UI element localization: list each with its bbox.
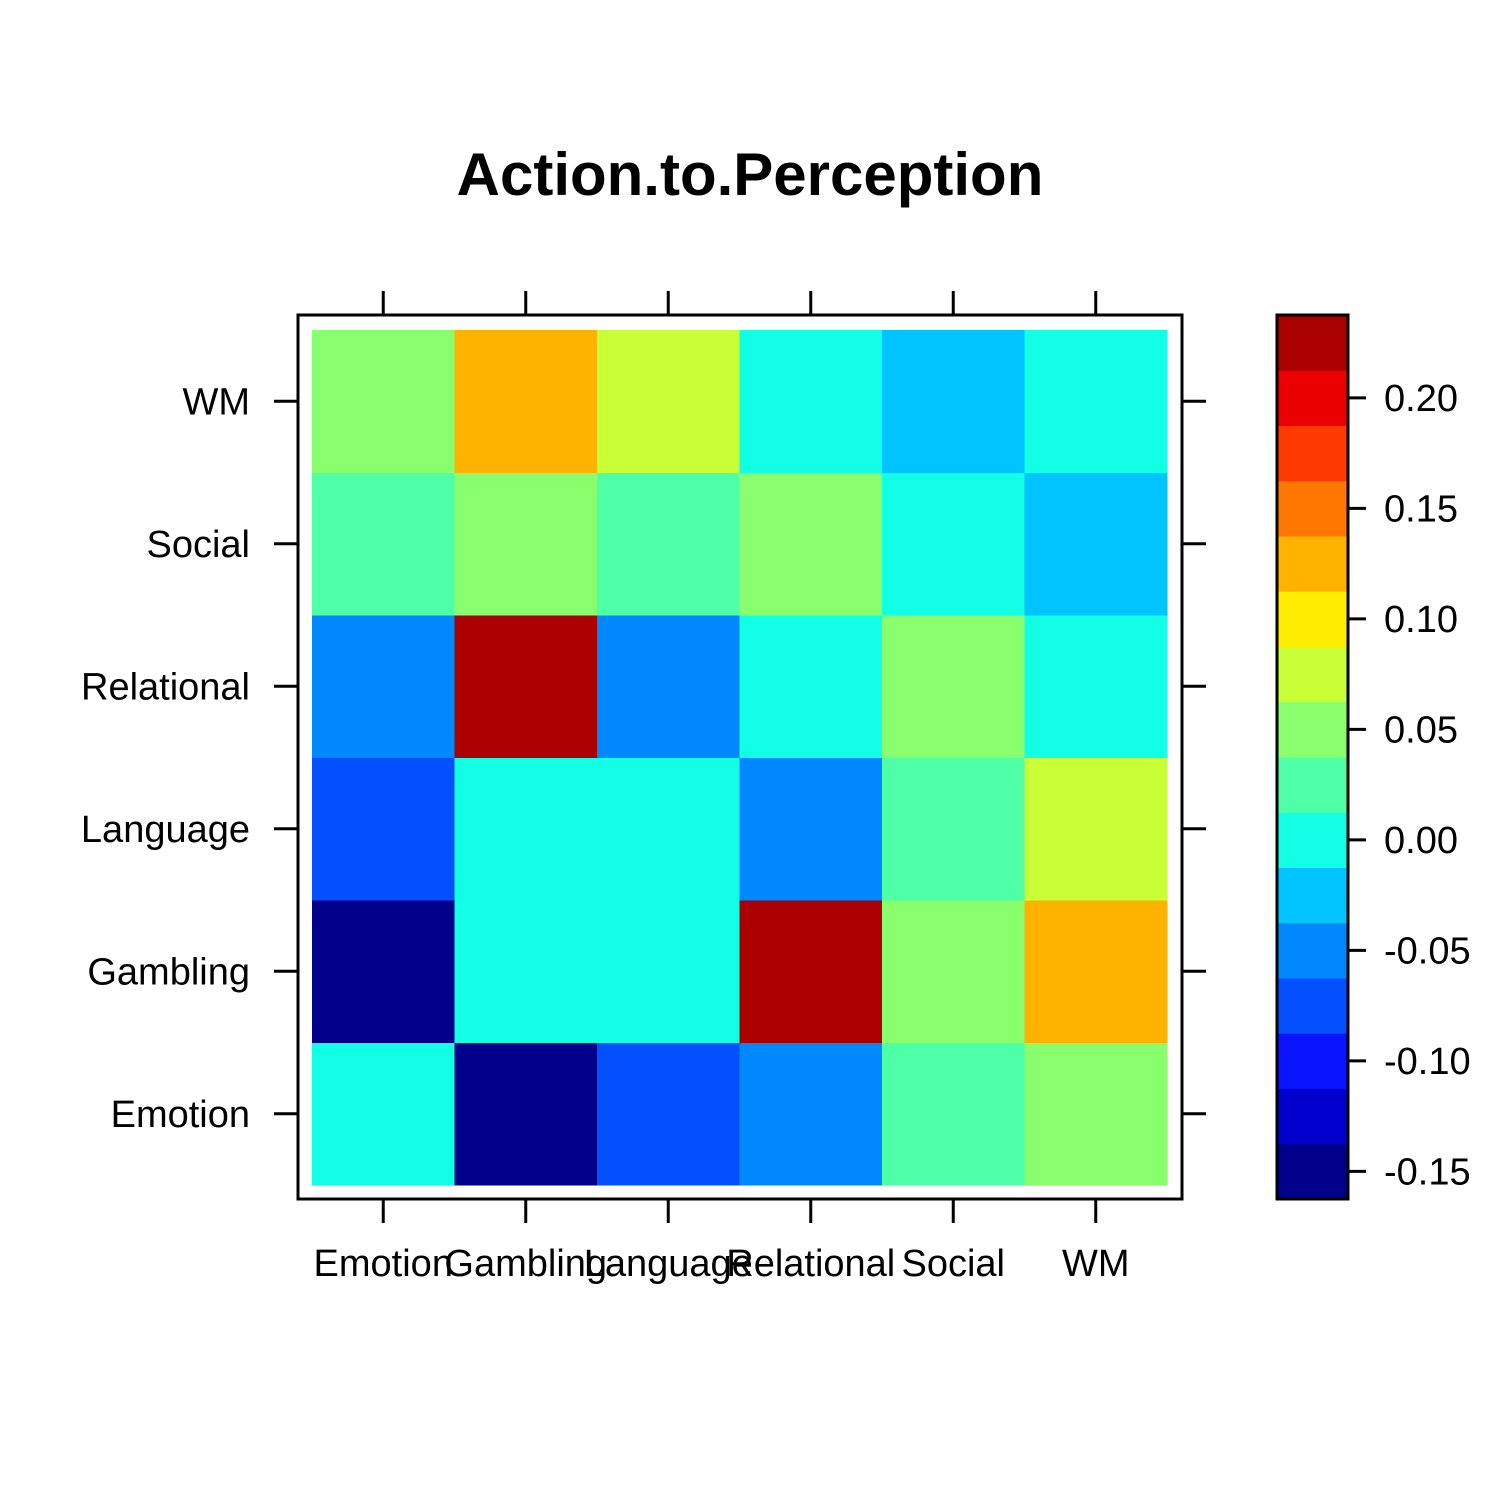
colorbar-swatch <box>1277 370 1348 426</box>
heatmap-cell-language-language <box>597 757 740 901</box>
heatmap-cell-language-wm <box>1024 757 1168 901</box>
heatmap-cell-language-emotion <box>312 757 455 901</box>
y-tick-label: Language <box>81 809 250 851</box>
heatmap-cells <box>312 330 1168 1186</box>
y-tick-label: Social <box>147 524 251 566</box>
heatmap-cell-gambling-language <box>597 900 740 1043</box>
heatmap-cell-social-relational <box>739 472 883 616</box>
x-tick-label: Emotion <box>314 1243 453 1285</box>
x-tick-label: WM <box>1062 1243 1130 1285</box>
heatmap-cell-wm-social <box>882 330 1025 473</box>
heatmap-cell-emotion-gambling <box>454 1042 598 1186</box>
colorbar-swatch <box>1277 1143 1348 1200</box>
colorbar-frame <box>1275 313 1350 1201</box>
colorbar-swatch <box>1277 1088 1348 1145</box>
heatmap-cell-wm-relational <box>739 330 883 473</box>
heatmap-cell-emotion-emotion <box>312 1042 455 1186</box>
colorbar-tick-label: 0.20 <box>1384 378 1458 420</box>
colorbar-tick-label: 0.05 <box>1384 709 1458 751</box>
heatmap-cell-gambling-relational <box>739 900 883 1043</box>
heatmap-cell-relational-wm <box>1024 615 1168 758</box>
heatmap-cell-gambling-gambling <box>454 900 598 1043</box>
colorbar-tick-label: -0.10 <box>1384 1041 1471 1083</box>
colorbar-tick-label: 0.15 <box>1384 488 1458 530</box>
colorbar-tick-label: -0.05 <box>1384 930 1471 972</box>
y-tick-label: Relational <box>81 666 250 708</box>
colorbar-tick-label: -0.15 <box>1384 1151 1471 1193</box>
heatmap-cell-language-relational <box>739 757 883 901</box>
heatmap-cell-social-wm <box>1024 472 1168 616</box>
colorbar-swatch <box>1277 757 1348 813</box>
x-tick-label: Gambling <box>444 1243 607 1285</box>
x-tick-label: Relational <box>726 1243 895 1285</box>
heatmap-cell-gambling-social <box>882 900 1025 1043</box>
colorbar-swatch <box>1277 425 1348 482</box>
heatmap-cell-relational-emotion <box>312 615 455 758</box>
heatmap-cell-relational-social <box>882 615 1025 758</box>
heatmap-cell-emotion-relational <box>739 1042 883 1186</box>
colorbar-swatch <box>1277 701 1348 758</box>
colorbar-swatch <box>1277 315 1348 371</box>
colorbar-swatch <box>1277 922 1348 979</box>
heatmap-cell-emotion-social <box>882 1042 1025 1186</box>
y-tick-label: Emotion <box>111 1094 250 1136</box>
heatmap-cell-wm-gambling <box>454 330 598 473</box>
heatmap-cell-wm-emotion <box>312 330 455 473</box>
y-axis: Emotion Gambling Language Relational Social W… <box>81 381 1206 1136</box>
heatmap-cell-social-gambling <box>454 472 598 616</box>
y-tick-label: WM <box>182 381 250 423</box>
heatmap-cell-language-social <box>882 757 1025 901</box>
heatmap-cell-social-emotion <box>312 472 455 616</box>
heatmap-cell-wm-wm <box>1024 330 1168 473</box>
colorbar-swatch <box>1277 591 1348 647</box>
heatmap-cell-relational-gambling <box>454 615 598 758</box>
colorbar: -0.15 -0.10 -0.05 0.00 0.05 0.10 0.15 0.20 <box>1275 313 1471 1201</box>
heatmap-cell-language-gambling <box>454 757 598 901</box>
colorbar-swatch <box>1277 867 1348 924</box>
colorbar-swatch <box>1277 978 1348 1034</box>
heatmap-cell-relational-relational <box>739 615 883 758</box>
colorbar-swatch <box>1277 646 1348 703</box>
heatmap-cell-gambling-emotion <box>312 900 455 1043</box>
heatmap-cell-emotion-language <box>597 1042 740 1186</box>
heatmap-cell-emotion-wm <box>1024 1042 1168 1186</box>
heatmap-cell-social-social <box>882 472 1025 616</box>
heatmap-cell-social-language <box>597 472 740 616</box>
x-tick-label: Social <box>902 1243 1006 1285</box>
x-tick-label: Language <box>584 1243 753 1285</box>
colorbar-swatch <box>1277 812 1348 868</box>
colorbar-swatch <box>1277 536 1348 592</box>
heatmap-cell-wm-language <box>597 330 740 473</box>
colorbar-tick-label: 0.00 <box>1384 820 1458 862</box>
heatmap-cell-relational-language <box>597 615 740 758</box>
colorbar-swatch <box>1277 480 1348 537</box>
chart-title: Action.to.Perception <box>457 141 1044 208</box>
plot-frame <box>296 313 1184 1201</box>
heatmap-cell-gambling-wm <box>1024 900 1168 1043</box>
colorbar-tick-label: 0.10 <box>1384 599 1458 641</box>
y-tick-label: Gambling <box>87 951 250 993</box>
colorbar-swatch <box>1277 1033 1348 1089</box>
